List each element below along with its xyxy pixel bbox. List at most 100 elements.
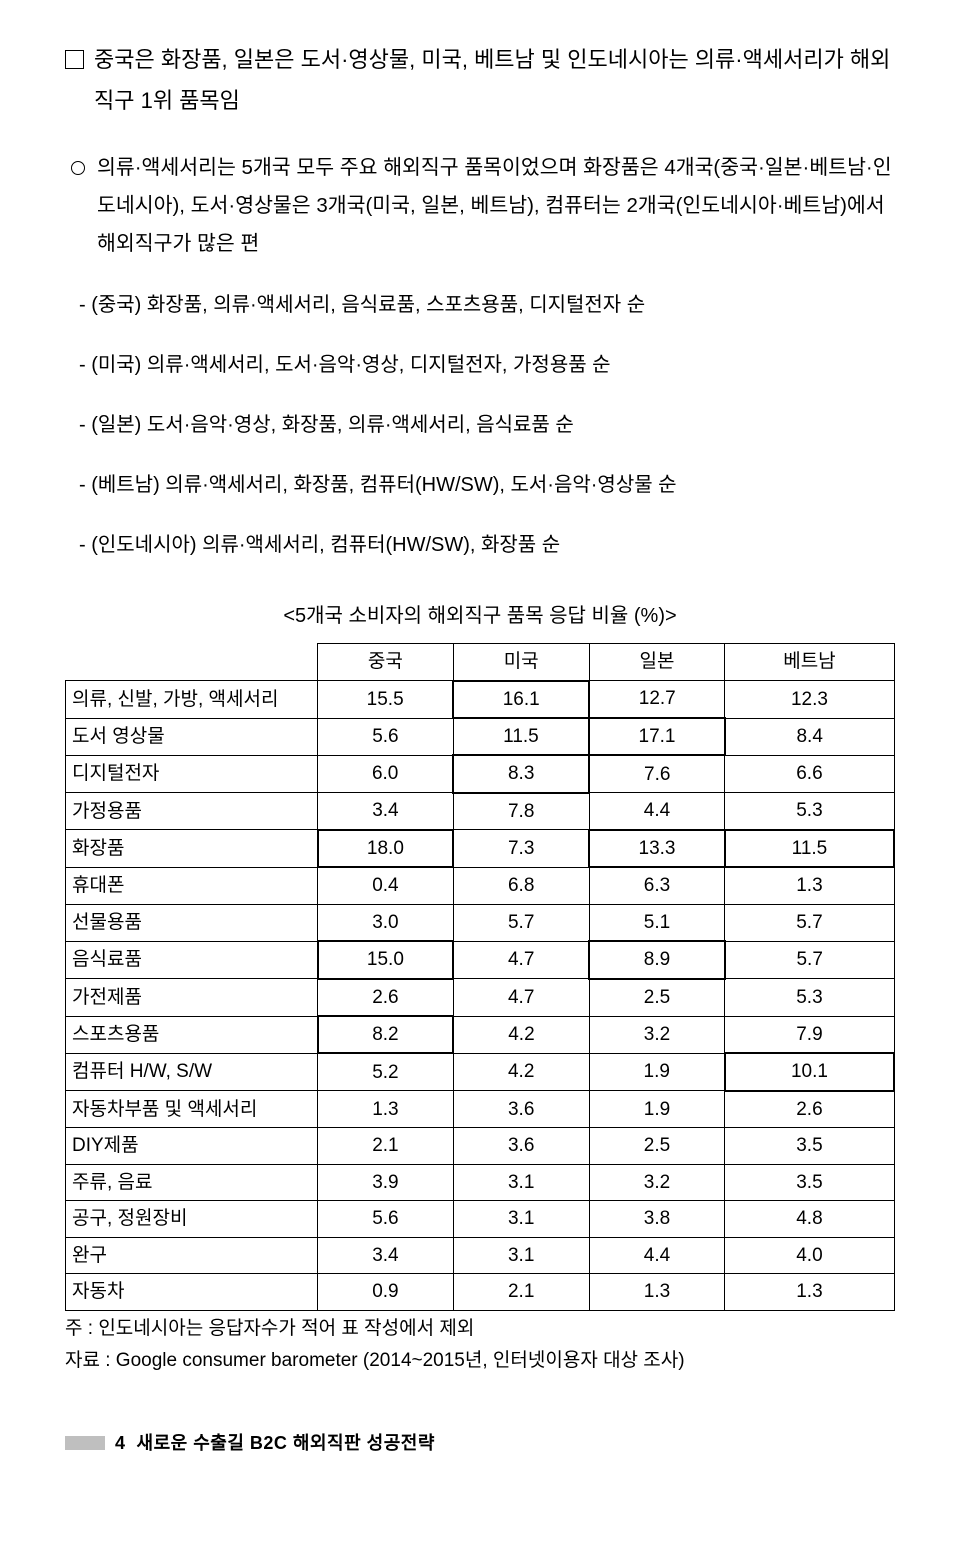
list-item: - (베트남) 의류·액세서리, 화장품, 컴퓨터(HW/SW), 도서·음악·… — [79, 467, 895, 503]
cell: 2.6 — [725, 1091, 894, 1128]
cell: 13.3 — [589, 830, 725, 867]
cell: 1.3 — [318, 1091, 454, 1128]
cell: 5.7 — [725, 941, 894, 978]
cell: 3.0 — [318, 904, 454, 941]
cell: 0.9 — [318, 1274, 454, 1310]
sub-item-text: 의류·액세서리는 5개국 모두 주요 해외직구 품목이었으며 화장품은 4개국(… — [97, 149, 895, 263]
table-row: 의류, 신발, 가방, 액세서리15.516.112.712.3 — [66, 681, 895, 718]
row-label: 휴대폰 — [66, 867, 318, 904]
cell: 2.5 — [589, 979, 725, 1016]
table-row: 화장품18.07.313.311.5 — [66, 830, 895, 867]
row-label: 선물용품 — [66, 904, 318, 941]
cell: 7.8 — [453, 793, 589, 830]
heading-text: 중국은 화장품, 일본은 도서·영상물, 미국, 베트남 및 인도네시아는 의류… — [94, 40, 895, 121]
cell: 4.2 — [453, 1053, 589, 1090]
cell: 7.9 — [725, 1016, 894, 1053]
cell: 1.3 — [725, 1274, 894, 1310]
cell: 3.2 — [589, 1016, 725, 1053]
cell: 5.3 — [725, 979, 894, 1016]
cell: 6.8 — [453, 867, 589, 904]
data-table: 중국 미국 일본 베트남 의류, 신발, 가방, 액세서리15.516.112.… — [65, 643, 895, 1310]
cell: 1.9 — [589, 1053, 725, 1090]
row-label: 자동차 — [66, 1274, 318, 1310]
list-item: - (미국) 의류·액세서리, 도서·음악·영상, 디지털전자, 가정용품 순 — [79, 347, 895, 383]
table-note: 주 : 인도네시아는 응답자수가 적어 표 작성에서 제외 — [65, 1315, 895, 1344]
cell: 2.1 — [318, 1128, 454, 1164]
cell: 15.0 — [318, 941, 454, 978]
cell: 3.8 — [589, 1201, 725, 1237]
cell: 3.6 — [453, 1091, 589, 1128]
cell: 7.6 — [589, 755, 725, 792]
table-row: 음식료품15.04.78.95.7 — [66, 941, 895, 978]
list-item: - (인도네시아) 의류·액세서리, 컴퓨터(HW/SW), 화장품 순 — [79, 527, 895, 563]
cell: 2.1 — [453, 1274, 589, 1310]
page-number: 4 — [115, 1433, 126, 1453]
cell: 8.2 — [318, 1016, 454, 1053]
footer-bar-icon — [65, 1436, 105, 1450]
table-row: 가전제품2.64.72.55.3 — [66, 979, 895, 1016]
cell: 3.6 — [453, 1128, 589, 1164]
page-footer: 4 새로운 수출길 B2C 해외직판 성공전략 — [65, 1426, 895, 1460]
cell: 0.4 — [318, 867, 454, 904]
table-row: DIY제품2.13.62.53.5 — [66, 1128, 895, 1164]
section-heading: 중국은 화장품, 일본은 도서·영상물, 미국, 베트남 및 인도네시아는 의류… — [65, 40, 895, 121]
square-bullet-icon — [65, 50, 84, 69]
cell: 3.1 — [453, 1237, 589, 1273]
cell: 4.7 — [453, 941, 589, 978]
table-row: 가정용품3.47.84.45.3 — [66, 793, 895, 830]
row-label: 가전제품 — [66, 979, 318, 1016]
cell: 3.4 — [318, 793, 454, 830]
circle-bullet-icon — [71, 161, 85, 175]
cell: 1.9 — [589, 1091, 725, 1128]
row-label: 화장품 — [66, 830, 318, 867]
cell: 2.6 — [318, 979, 454, 1016]
cell: 1.3 — [589, 1274, 725, 1310]
row-label: 디지털전자 — [66, 755, 318, 792]
cell: 5.1 — [589, 904, 725, 941]
table-title: <5개국 소비자의 해외직구 품목 응답 비율 (%)> — [65, 597, 895, 635]
cell: 6.6 — [725, 755, 894, 792]
col-header: 중국 — [318, 644, 454, 681]
cell: 5.6 — [318, 718, 454, 755]
row-label: 스포츠용품 — [66, 1016, 318, 1053]
row-label: 컴퓨터 H/W, S/W — [66, 1053, 318, 1090]
cell: 5.3 — [725, 793, 894, 830]
table-source: 자료 : Google consumer barometer (2014~201… — [65, 1347, 895, 1376]
cell: 5.6 — [318, 1201, 454, 1237]
cell: 4.7 — [453, 979, 589, 1016]
cell: 8.9 — [589, 941, 725, 978]
cell: 11.5 — [453, 718, 589, 755]
cell: 1.3 — [725, 867, 894, 904]
table-row: 디지털전자6.08.37.66.6 — [66, 755, 895, 792]
cell: 6.0 — [318, 755, 454, 792]
cell: 2.5 — [589, 1128, 725, 1164]
table-row: 주류, 음료3.93.13.23.5 — [66, 1164, 895, 1200]
cell: 10.1 — [725, 1053, 894, 1090]
cell: 4.2 — [453, 1016, 589, 1053]
cell: 8.4 — [725, 718, 894, 755]
cell: 5.7 — [453, 904, 589, 941]
cell: 3.2 — [589, 1164, 725, 1200]
table-row: 스포츠용품8.24.23.27.9 — [66, 1016, 895, 1053]
table-row: 선물용품3.05.75.15.7 — [66, 904, 895, 941]
cell: 11.5 — [725, 830, 894, 867]
cell: 4.8 — [725, 1201, 894, 1237]
list-item: - (일본) 도서·음악·영상, 화장품, 의류·액세서리, 음식료품 순 — [79, 407, 895, 443]
cell: 17.1 — [589, 718, 725, 755]
table-row: 완구3.43.14.44.0 — [66, 1237, 895, 1273]
row-label: DIY제품 — [66, 1128, 318, 1164]
cell: 3.4 — [318, 1237, 454, 1273]
cell: 12.3 — [725, 681, 894, 718]
table-header-row: 중국 미국 일본 베트남 — [66, 644, 895, 681]
cell: 7.3 — [453, 830, 589, 867]
row-label: 의류, 신발, 가방, 액세서리 — [66, 681, 318, 718]
col-header — [66, 644, 318, 681]
cell: 3.9 — [318, 1164, 454, 1200]
cell: 8.3 — [453, 755, 589, 792]
col-header: 일본 — [589, 644, 725, 681]
col-header: 미국 — [453, 644, 589, 681]
table-row: 도서 영상물5.611.517.18.4 — [66, 718, 895, 755]
table-row: 공구, 정원장비5.63.13.84.8 — [66, 1201, 895, 1237]
cell: 6.3 — [589, 867, 725, 904]
cell: 18.0 — [318, 830, 454, 867]
